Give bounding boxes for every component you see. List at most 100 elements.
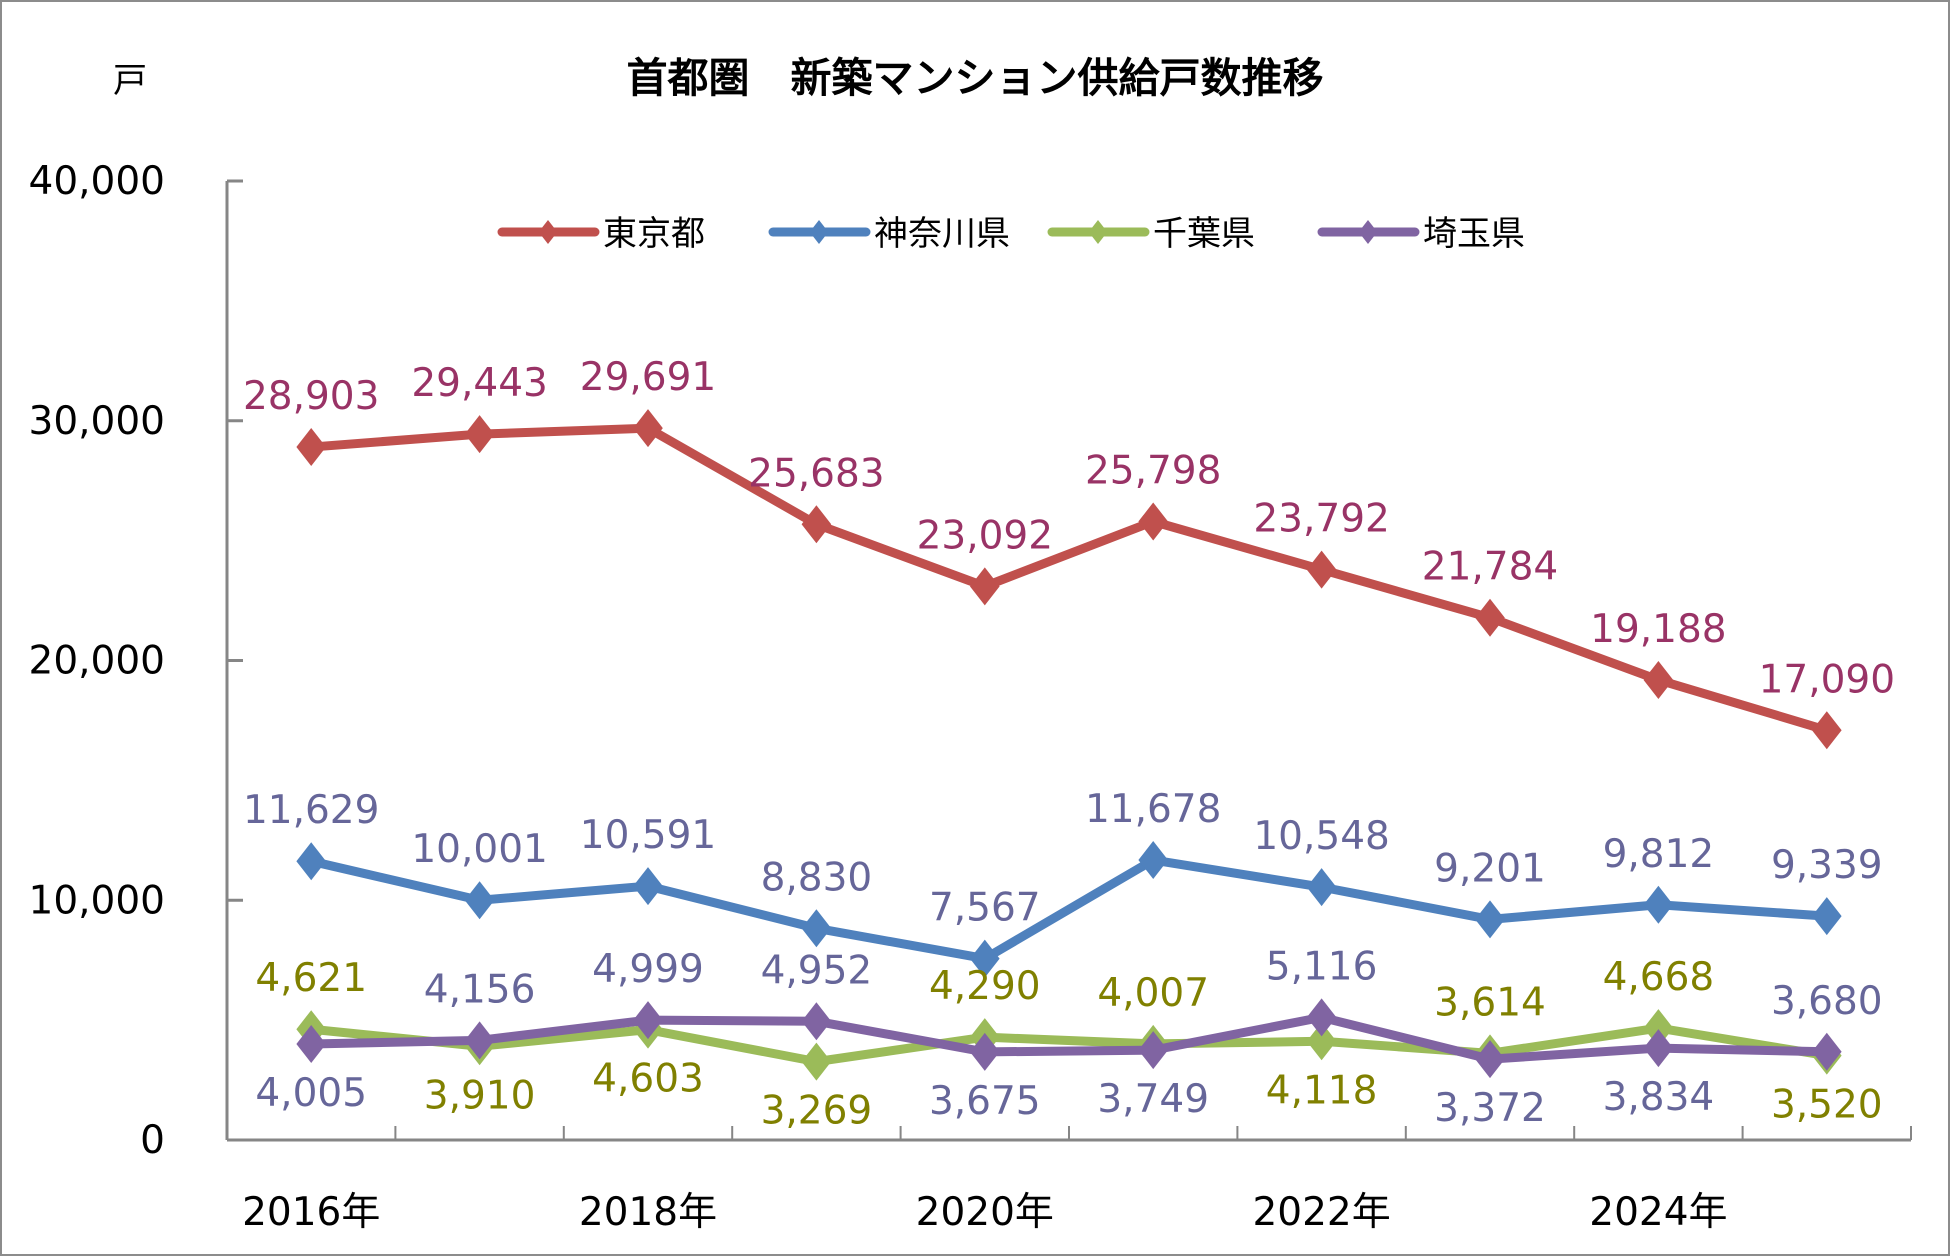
data-label: 3,910 [424, 1073, 536, 1118]
data-point-marker [1306, 868, 1337, 907]
legend-item: 千葉県 [1047, 214, 1255, 254]
data-point-marker [1138, 841, 1169, 880]
data-label: 4,952 [761, 948, 873, 993]
legend-marker [1358, 220, 1378, 244]
data-label: 3,520 [1771, 1083, 1883, 1128]
data-label: 28,903 [243, 374, 379, 419]
data-label: 7,567 [929, 886, 1041, 931]
data-label: 4,005 [255, 1071, 367, 1116]
legend-marker [809, 220, 829, 244]
data-label: 9,812 [1603, 832, 1715, 877]
legend-item: 東京都 [497, 214, 705, 254]
data-label: 4,603 [592, 1057, 704, 1102]
data-label: 17,090 [1759, 657, 1895, 702]
data-label: 4,156 [424, 967, 536, 1012]
x-tick-label: 2022年 [1252, 1190, 1390, 1235]
data-label: 25,683 [748, 451, 884, 496]
data-label: 4,290 [929, 964, 1041, 1009]
series-4 [296, 998, 1842, 1079]
legend-label: 千葉県 [1153, 214, 1255, 254]
data-point-marker [1643, 885, 1674, 924]
data-point-marker [1475, 598, 1505, 637]
legend-label: 神奈川県 [874, 214, 1010, 254]
data-point-marker [633, 409, 663, 448]
data-point-marker [464, 415, 495, 454]
legend-label: 東京都 [603, 214, 705, 254]
data-point-marker [1138, 1031, 1169, 1070]
legend-item: 神奈川県 [768, 214, 1010, 254]
data-label: 3,675 [929, 1079, 1041, 1124]
series-line [306, 855, 1832, 964]
data-label: 10,591 [580, 813, 716, 858]
data-label: 11,678 [1085, 787, 1221, 832]
data-label: 4,007 [1097, 971, 1209, 1016]
y-tick-label: 30,000 [29, 399, 165, 444]
data-point-marker [969, 567, 1000, 606]
data-point-marker [1643, 1009, 1674, 1048]
data-label: 29,443 [411, 361, 547, 406]
data-label: 19,188 [1590, 607, 1726, 652]
legend-marker [538, 220, 558, 244]
series-line [306, 423, 1832, 735]
series-1 [296, 409, 1842, 750]
y-tick-label: 40,000 [29, 159, 165, 204]
series-2 [296, 841, 1842, 978]
legend-label: 埼玉県 [1423, 214, 1525, 254]
x-tick-label: 2024年 [1589, 1190, 1727, 1235]
data-point-marker [464, 1021, 495, 1060]
data-point-marker [801, 1002, 832, 1041]
data-label: 4,999 [592, 947, 704, 992]
y-tick-label: 0 [140, 1118, 165, 1163]
series-line [306, 1012, 1832, 1064]
data-label: 4,118 [1266, 1068, 1378, 1113]
data-point-marker [1306, 998, 1337, 1037]
x-tick-label: 2018年 [579, 1190, 717, 1235]
y-tick-label: 10,000 [29, 878, 165, 923]
data-point-marker [1811, 1032, 1842, 1071]
data-label: 21,784 [1422, 545, 1558, 590]
data-label: 25,798 [1085, 448, 1221, 493]
data-point-marker [1138, 502, 1169, 541]
data-point-marker [969, 1032, 1000, 1071]
data-point-marker [801, 909, 832, 948]
data-point-marker [1475, 900, 1505, 939]
data-label: 3,269 [761, 1089, 873, 1134]
data-labels-layer: 28,903 29,443 29,691 25,683 23,092 25,798 23,7… [243, 355, 1895, 1133]
data-point-marker [801, 505, 832, 544]
axes [225, 179, 1912, 1142]
data-label: 4,668 [1603, 955, 1715, 1000]
data-point-marker [1643, 660, 1674, 699]
series-3 [296, 1009, 1842, 1081]
data-point-marker [1811, 897, 1842, 936]
y-tick-label: 20,000 [29, 639, 165, 684]
data-point-marker [633, 867, 663, 906]
legend-marker [1088, 220, 1108, 244]
x-tick-label: 2020年 [916, 1190, 1054, 1235]
legend: 東京都 神奈川県 千葉県 埼玉県 [497, 214, 1525, 254]
data-label: 10,548 [1253, 814, 1389, 859]
data-point-marker [969, 939, 1000, 978]
data-label: 11,629 [243, 788, 379, 833]
data-label: 10,001 [411, 827, 547, 872]
data-point-marker [296, 428, 327, 467]
data-point-marker [296, 842, 327, 881]
data-label: 9,339 [1771, 843, 1883, 888]
data-point-marker [1811, 711, 1842, 750]
data-point-marker [633, 1001, 663, 1040]
series-line [306, 1023, 1832, 1067]
x-tick-label: 2016年 [242, 1190, 380, 1235]
data-label: 9,201 [1434, 846, 1546, 891]
x-tick-labels: 2016年 2018年 2020年 2022年 2024年 [242, 1190, 1727, 1235]
series-layer [296, 409, 1842, 1081]
legend-item: 埼玉県 [1317, 214, 1525, 254]
data-point-marker [1306, 550, 1337, 589]
data-label: 5,116 [1266, 944, 1378, 989]
chart-title: 首都圏 新築マンション供給戸数推移 [627, 54, 1324, 102]
data-label: 3,834 [1603, 1075, 1715, 1120]
data-label: 3,372 [1434, 1086, 1546, 1131]
data-label: 29,691 [580, 355, 716, 400]
data-label: 8,830 [761, 855, 873, 900]
data-point-marker [1306, 1022, 1337, 1061]
y-axis-unit-label: 戸 [113, 61, 147, 101]
